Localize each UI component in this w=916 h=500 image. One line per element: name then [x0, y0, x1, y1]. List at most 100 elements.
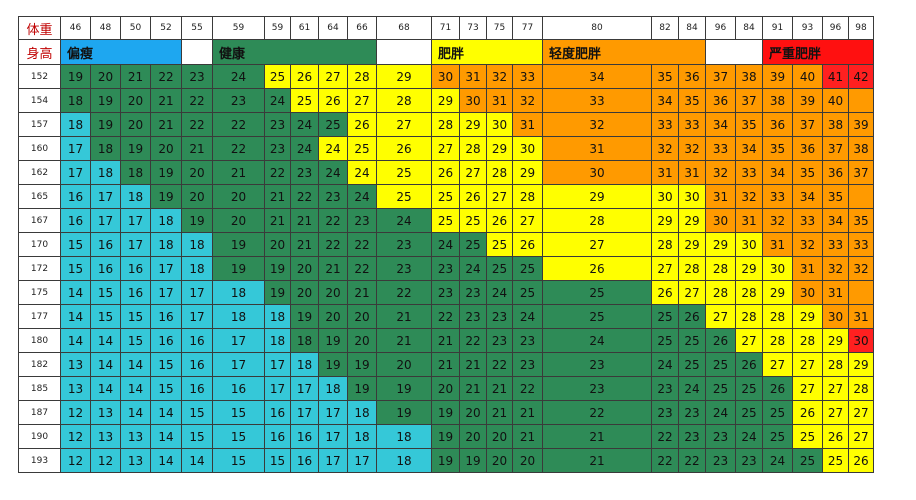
bmi-cell: 31	[848, 304, 874, 329]
bmi-cell: 25	[264, 64, 291, 89]
weight-header-cell: 77	[512, 16, 543, 40]
bmi-cell: 19	[120, 136, 151, 161]
category-row: 身高 偏瘦 健康 肥胖 轻度肥胖 严重肥胖	[18, 39, 874, 65]
bmi-cell: 20	[90, 64, 121, 89]
bmi-cell: 27	[848, 424, 874, 449]
bmi-cell: 21	[542, 424, 652, 449]
bmi-cell: 14	[150, 400, 182, 425]
bmi-cell: 28	[431, 112, 460, 137]
bmi-cell: 24	[762, 448, 793, 473]
bmi-cell: 17	[120, 208, 151, 233]
bmi-cell: 22	[264, 160, 291, 185]
bmi-cell: 39	[848, 112, 874, 137]
bmi-cell: 26	[431, 160, 460, 185]
height-row: 187 12 13 14 14 15 15 16 17 17 18 19 19 20 21 21 22 23 23 2…	[18, 400, 874, 425]
bmi-cell: 23	[542, 376, 652, 401]
bmi-cell: 21	[459, 376, 487, 401]
bmi-cell: 26	[459, 184, 487, 209]
bmi-cell: 37	[735, 88, 763, 113]
height-label: 157	[18, 112, 61, 137]
weight-header-cell: 61	[290, 16, 319, 40]
bmi-cell: 18	[212, 280, 265, 305]
bmi-cell: 29	[678, 232, 706, 257]
weight-header-cell: 59	[212, 16, 265, 40]
bmi-cell: 19	[290, 304, 319, 329]
bmi-cell: 25	[735, 400, 763, 425]
bmi-cell: 32	[486, 64, 513, 89]
bmi-cell: 23	[735, 448, 763, 473]
bmi-cell: 19	[459, 448, 487, 473]
bmi-cell: 23	[651, 400, 679, 425]
bmi-cell: 27	[678, 280, 706, 305]
weight-header-row: 体重 46 48 50 52 55 59 59 61 64 66 68 71 73 75 77 80 82 84 9…	[18, 16, 874, 40]
bmi-cell: 21	[431, 352, 460, 377]
bmi-cell: 25	[735, 376, 763, 401]
bmi-cell: 29	[848, 352, 874, 377]
bmi-cell: 29	[792, 304, 823, 329]
bmi-cell	[848, 184, 874, 209]
category-blank-cell	[705, 39, 763, 65]
weight-header-cell: 73	[459, 16, 487, 40]
bmi-cell: 22	[318, 208, 348, 233]
height-label: 160	[18, 136, 61, 161]
bmi-cell: 22	[486, 352, 513, 377]
bmi-cell: 28	[376, 88, 432, 113]
bmi-cell: 12	[60, 448, 91, 473]
bmi-cell: 26	[848, 448, 874, 473]
bmi-cell: 18	[181, 232, 213, 257]
bmi-cell: 33	[848, 232, 874, 257]
bmi-cell: 23	[486, 328, 513, 353]
bmi-cell: 22	[678, 448, 706, 473]
bmi-cell: 28	[822, 352, 849, 377]
bmi-cell: 27	[651, 256, 679, 281]
bmi-cell: 29	[822, 328, 849, 353]
bmi-cell: 17	[60, 136, 91, 161]
bmi-cell: 29	[735, 256, 763, 281]
bmi-cell: 14	[90, 352, 121, 377]
weight-header-cell: 82	[651, 16, 679, 40]
bmi-cell: 25	[651, 304, 679, 329]
bmi-cell: 19	[376, 400, 432, 425]
bmi-cell: 21	[318, 256, 348, 281]
bmi-cell: 22	[376, 280, 432, 305]
bmi-cell: 18	[60, 88, 91, 113]
bmi-cell: 14	[90, 328, 121, 353]
bmi-cell: 22	[347, 232, 377, 257]
bmi-cell: 29	[512, 160, 543, 185]
bmi-cell: 28	[762, 304, 793, 329]
bmi-cell: 30	[542, 160, 652, 185]
bmi-cell: 29	[486, 136, 513, 161]
bmi-cell: 22	[651, 448, 679, 473]
bmi-cell: 24	[512, 304, 543, 329]
bmi-cell: 17	[290, 400, 319, 425]
bmi-cell: 28	[347, 64, 377, 89]
bmi-cell: 25	[678, 328, 706, 353]
bmi-cell: 16	[90, 232, 121, 257]
bmi-cell: 29	[678, 208, 706, 233]
bmi-cell: 31	[762, 232, 793, 257]
bmi-cell: 18	[290, 328, 319, 353]
bmi-cell: 24	[431, 232, 460, 257]
bmi-cell: 14	[120, 400, 151, 425]
bmi-cell: 36	[762, 112, 793, 137]
bmi-cell: 20	[120, 112, 151, 137]
bmi-cell: 20	[486, 424, 513, 449]
bmi-cell: 28	[705, 256, 736, 281]
bmi-cell: 25	[459, 208, 487, 233]
bmi-cell: 16	[60, 184, 91, 209]
bmi-cell: 34	[735, 136, 763, 161]
bmi-cell: 25	[651, 328, 679, 353]
weight-header-cell: 96	[705, 16, 736, 40]
bmi-cell: 15	[264, 448, 291, 473]
bmi-cell: 25	[705, 352, 736, 377]
height-row: 165 16 17 18 19 20 20 21 22 23 24 25 25 26 27 28 29 30 30 3…	[18, 184, 874, 209]
weight-header-cell: 71	[431, 16, 460, 40]
bmi-cell: 27	[347, 88, 377, 113]
height-label: 180	[18, 328, 61, 353]
bmi-cell: 27	[431, 136, 460, 161]
bmi-cell: 18	[264, 328, 291, 353]
bmi-cell: 27	[705, 304, 736, 329]
bmi-cell: 20	[150, 136, 182, 161]
bmi-cell: 20	[431, 376, 460, 401]
bmi-cell: 24	[347, 184, 377, 209]
